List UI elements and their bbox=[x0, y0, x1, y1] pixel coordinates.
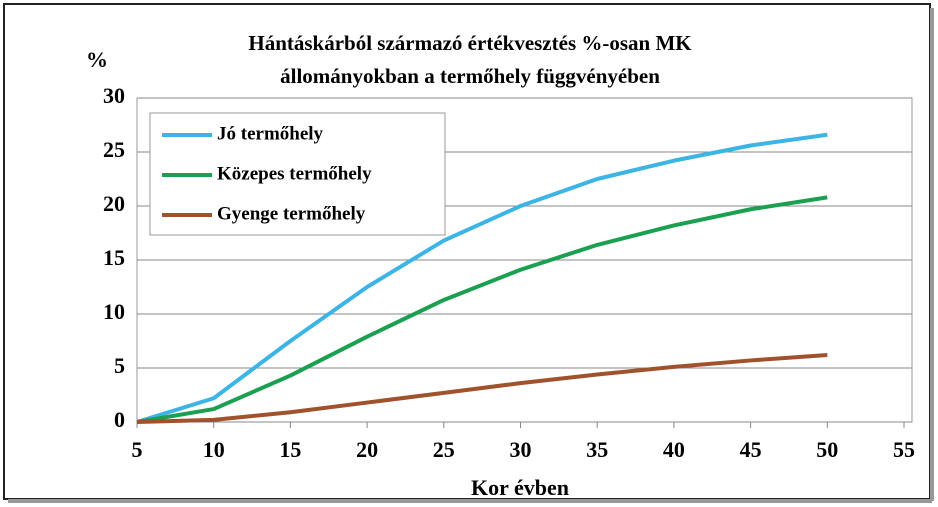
x-tick-label: 50 bbox=[816, 437, 838, 462]
x-tick-label: 55 bbox=[893, 437, 915, 462]
y-tick-label: 0 bbox=[114, 407, 125, 432]
x-tick-label: 20 bbox=[356, 437, 378, 462]
x-tick-label: 25 bbox=[433, 437, 455, 462]
y-tick-label: 5 bbox=[114, 353, 125, 378]
legend-label: Gyenge termőhely bbox=[217, 203, 366, 224]
legend-label: Jó termőhely bbox=[217, 123, 324, 144]
x-tick-label: 15 bbox=[279, 437, 301, 462]
y-tick-label: 30 bbox=[103, 83, 125, 108]
line bbox=[136, 353, 828, 424]
x-tick-label: 45 bbox=[740, 437, 762, 462]
chart-title: állományokban a termőhely függvényében bbox=[280, 64, 660, 88]
y-tick-label: 15 bbox=[103, 245, 125, 270]
y-tick-label: 25 bbox=[103, 137, 125, 162]
x-tick-label: 10 bbox=[203, 437, 225, 462]
x-tick-label: 5 bbox=[132, 437, 143, 462]
y-tick-label: 20 bbox=[103, 191, 125, 216]
line bbox=[136, 195, 828, 424]
x-axis-label: Kor évben bbox=[471, 475, 569, 500]
legend-label: Közepes termőhely bbox=[217, 163, 372, 184]
line bbox=[136, 132, 828, 424]
y-tick-label: 10 bbox=[103, 299, 125, 324]
chart-title: Hántáskárból származó értékvesztés %-osa… bbox=[248, 31, 692, 55]
x-tick-label: 40 bbox=[663, 437, 685, 462]
x-tick-label: 35 bbox=[586, 437, 608, 462]
x-tick-label: 30 bbox=[510, 437, 532, 462]
y-axis-label: % bbox=[86, 47, 108, 72]
